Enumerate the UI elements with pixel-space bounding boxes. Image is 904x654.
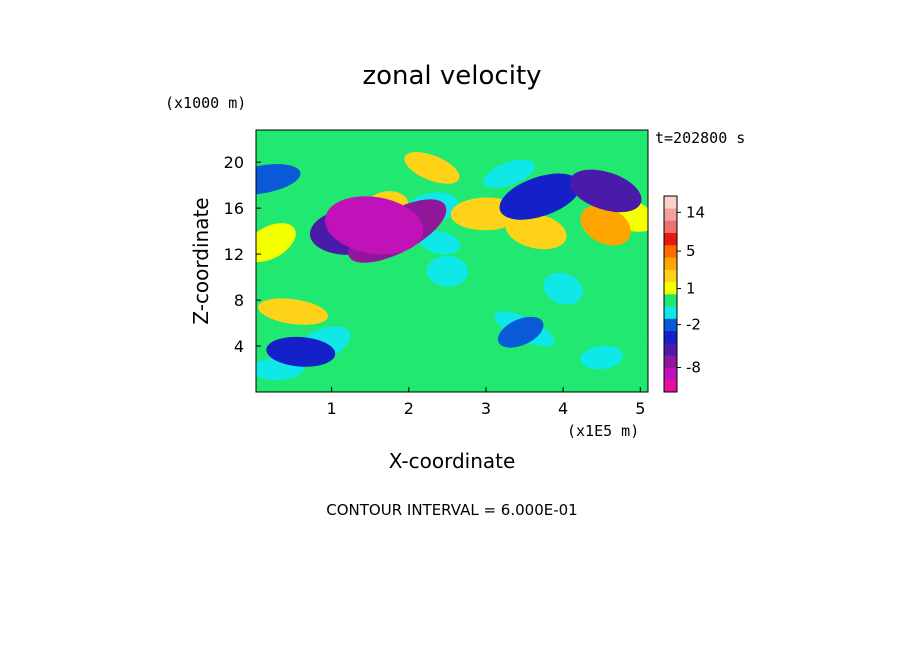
contour-blob [499,173,581,220]
x-axis: 1 2 3 4 5 [327,387,645,418]
colorbar-swatch [664,318,677,332]
contour-blob [580,345,624,370]
contour-blob [483,159,535,188]
contour-blob [497,316,544,348]
colorbar-swatch [664,281,677,295]
y-tick-label: 20 [224,153,244,172]
contour-blob [569,169,642,213]
contour-blob [258,298,328,325]
x-unit-label: (x1E5 m) [567,422,639,440]
colorbar-swatch [664,294,677,307]
y-axis-label: Z-coordinate [189,197,213,324]
colorbar-swatch [664,343,677,356]
y-unit-label: (x1000 m) [165,94,246,112]
time-label: t=202800 s [655,129,745,147]
contour-blob [580,205,631,246]
contour-field [256,130,648,392]
colorbar-swatch [664,220,677,234]
y-tick-label: 16 [224,199,244,218]
contour-interval-note: CONTOUR INTERVAL = 6.000E-01 [326,501,577,519]
colorbar-swatch [664,379,677,393]
contour-blob [505,212,567,250]
chart-title: zonal velocity [362,61,541,91]
contour-blob [426,255,469,287]
contour-blob [543,272,583,305]
contour-blob [325,196,424,255]
colorbar-swatch [664,196,677,209]
colorbar-frame [663,195,678,393]
contour-blob [256,164,301,195]
contour-blob [419,230,461,255]
colorbar-label: 5 [686,242,696,260]
contour-blob [266,336,336,367]
colorbar-swatch [664,257,677,270]
colorbar-swatch [664,232,677,246]
y-tick-label: 8 [234,291,244,310]
colorbar-label: 14 [686,203,705,221]
colorbar-swatch [664,208,677,221]
contour-blob [608,308,648,338]
colorbar: 14 5 1 -2 -8 [663,195,705,393]
colorbar-swatch [664,330,677,344]
colorbar-label: 1 [686,280,696,298]
colorbar-swatch [664,355,677,368]
y-axis: 4 8 12 16 20 [224,153,261,356]
colorbar-label: -2 [686,316,701,334]
colorbar-swatch [664,306,677,319]
colorbar-swatch [664,367,677,381]
contour-blob [256,223,296,263]
y-tick-label: 12 [224,245,244,264]
x-tick-label: 2 [404,399,414,418]
x-axis-label: X-coordinate [389,449,516,473]
x-tick-label: 4 [558,399,568,418]
contour-blob [379,332,439,360]
colorbar-swatch [664,245,677,258]
colorbar-swatch [664,269,677,283]
x-tick-label: 1 [327,399,337,418]
contour-blob [404,152,460,184]
x-tick-label: 3 [481,399,491,418]
y-tick-label: 4 [234,337,244,356]
plot-frame [255,129,649,393]
colorbar-label: -8 [686,359,701,377]
x-tick-label: 5 [635,399,645,418]
